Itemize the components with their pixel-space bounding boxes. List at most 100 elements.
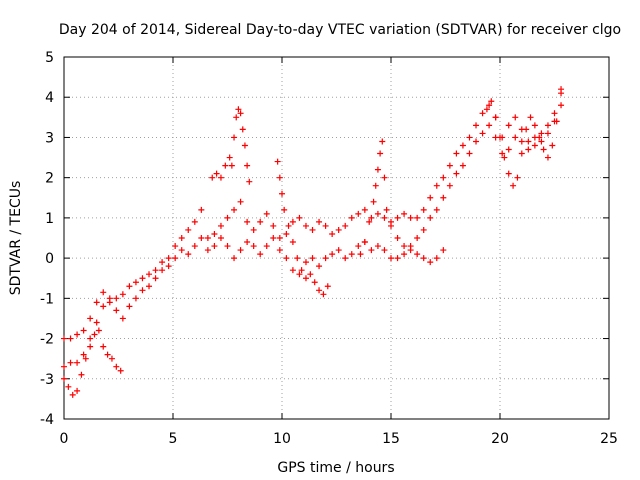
data-point <box>525 146 532 153</box>
data-point <box>65 383 72 390</box>
data-point <box>178 235 185 241</box>
data-point <box>381 174 388 181</box>
data-marks <box>61 86 565 398</box>
y-tick-label: 5 <box>45 50 54 66</box>
data-point <box>322 222 329 229</box>
series-trace-g <box>483 86 565 189</box>
data-point <box>322 255 329 262</box>
data-point <box>244 239 251 246</box>
data-point <box>531 142 538 149</box>
data-point <box>93 299 100 306</box>
series-trace-c <box>61 327 124 398</box>
data-point <box>505 170 512 177</box>
data-point <box>374 243 381 250</box>
data-point <box>401 210 408 217</box>
data-point <box>178 247 185 254</box>
data-point <box>61 335 67 342</box>
data-point <box>368 214 375 221</box>
data-point <box>420 255 427 262</box>
data-point <box>311 279 318 286</box>
data-point <box>113 307 120 314</box>
data-point <box>289 267 296 274</box>
series-trace-e <box>274 158 331 298</box>
data-point <box>100 303 107 310</box>
data-point <box>257 218 264 225</box>
x-axis-label: GPS time / hours <box>277 460 394 476</box>
data-point <box>479 130 486 137</box>
data-point <box>479 110 486 117</box>
data-point <box>126 283 133 290</box>
data-point <box>335 247 342 254</box>
data-point <box>100 343 107 350</box>
data-point <box>377 150 384 157</box>
data-point <box>191 243 198 250</box>
data-point <box>388 222 394 229</box>
data-point <box>414 214 421 221</box>
data-point <box>146 271 153 278</box>
data-point <box>257 251 264 258</box>
data-point <box>172 255 179 262</box>
data-point <box>298 267 305 274</box>
data-point <box>224 214 231 221</box>
data-point <box>512 114 519 121</box>
data-point <box>87 335 94 342</box>
data-point <box>514 174 521 181</box>
data-point <box>296 271 303 278</box>
data-point <box>525 138 532 145</box>
tick-layer: 0 5 10 15 20 25 -4 -3 -2 -1 0 1 2 3 4 5 <box>40 50 618 447</box>
data-point <box>473 122 480 129</box>
data-point <box>296 214 303 221</box>
y-tick-label: -4 <box>40 412 54 428</box>
data-point <box>289 218 296 225</box>
data-point <box>316 287 323 294</box>
data-point <box>250 243 257 250</box>
data-point <box>113 363 120 370</box>
data-point <box>209 174 216 181</box>
data-point <box>226 154 233 161</box>
data-point <box>228 162 235 169</box>
data-point <box>355 210 362 217</box>
y-axis-label: SDTVAR / TECUs <box>8 181 24 296</box>
data-point <box>113 295 120 302</box>
data-point <box>246 178 253 185</box>
data-point <box>335 226 342 233</box>
data-point <box>440 194 447 201</box>
data-point <box>401 243 408 250</box>
data-point <box>381 247 388 254</box>
data-point <box>329 251 336 258</box>
y-tick-label: -2 <box>40 332 54 348</box>
data-point <box>289 239 296 246</box>
data-point <box>501 154 508 161</box>
data-point <box>433 182 440 189</box>
data-point <box>505 122 512 129</box>
data-point <box>132 279 139 286</box>
x-tick-label: 5 <box>169 431 178 447</box>
data-point <box>159 267 166 274</box>
data-point <box>510 182 517 189</box>
data-point <box>250 226 257 233</box>
data-point <box>93 319 100 326</box>
data-point <box>152 267 159 274</box>
data-point <box>95 327 102 334</box>
data-point <box>361 239 368 246</box>
data-point <box>82 355 89 362</box>
data-point <box>67 359 74 366</box>
data-point <box>132 295 139 302</box>
data-point <box>185 226 192 233</box>
data-point <box>235 106 242 113</box>
data-point <box>185 251 192 258</box>
data-point <box>361 206 368 213</box>
data-point <box>119 291 126 298</box>
data-point <box>342 222 349 229</box>
data-point <box>263 243 270 250</box>
data-point <box>497 134 503 141</box>
data-point <box>320 291 327 298</box>
data-point <box>536 134 543 141</box>
series-trace-a <box>61 90 565 342</box>
data-point <box>488 98 495 105</box>
data-point <box>466 150 473 157</box>
data-point <box>505 146 512 153</box>
data-point <box>453 150 460 157</box>
data-point <box>549 142 556 149</box>
x-tick-label: 20 <box>491 431 509 447</box>
